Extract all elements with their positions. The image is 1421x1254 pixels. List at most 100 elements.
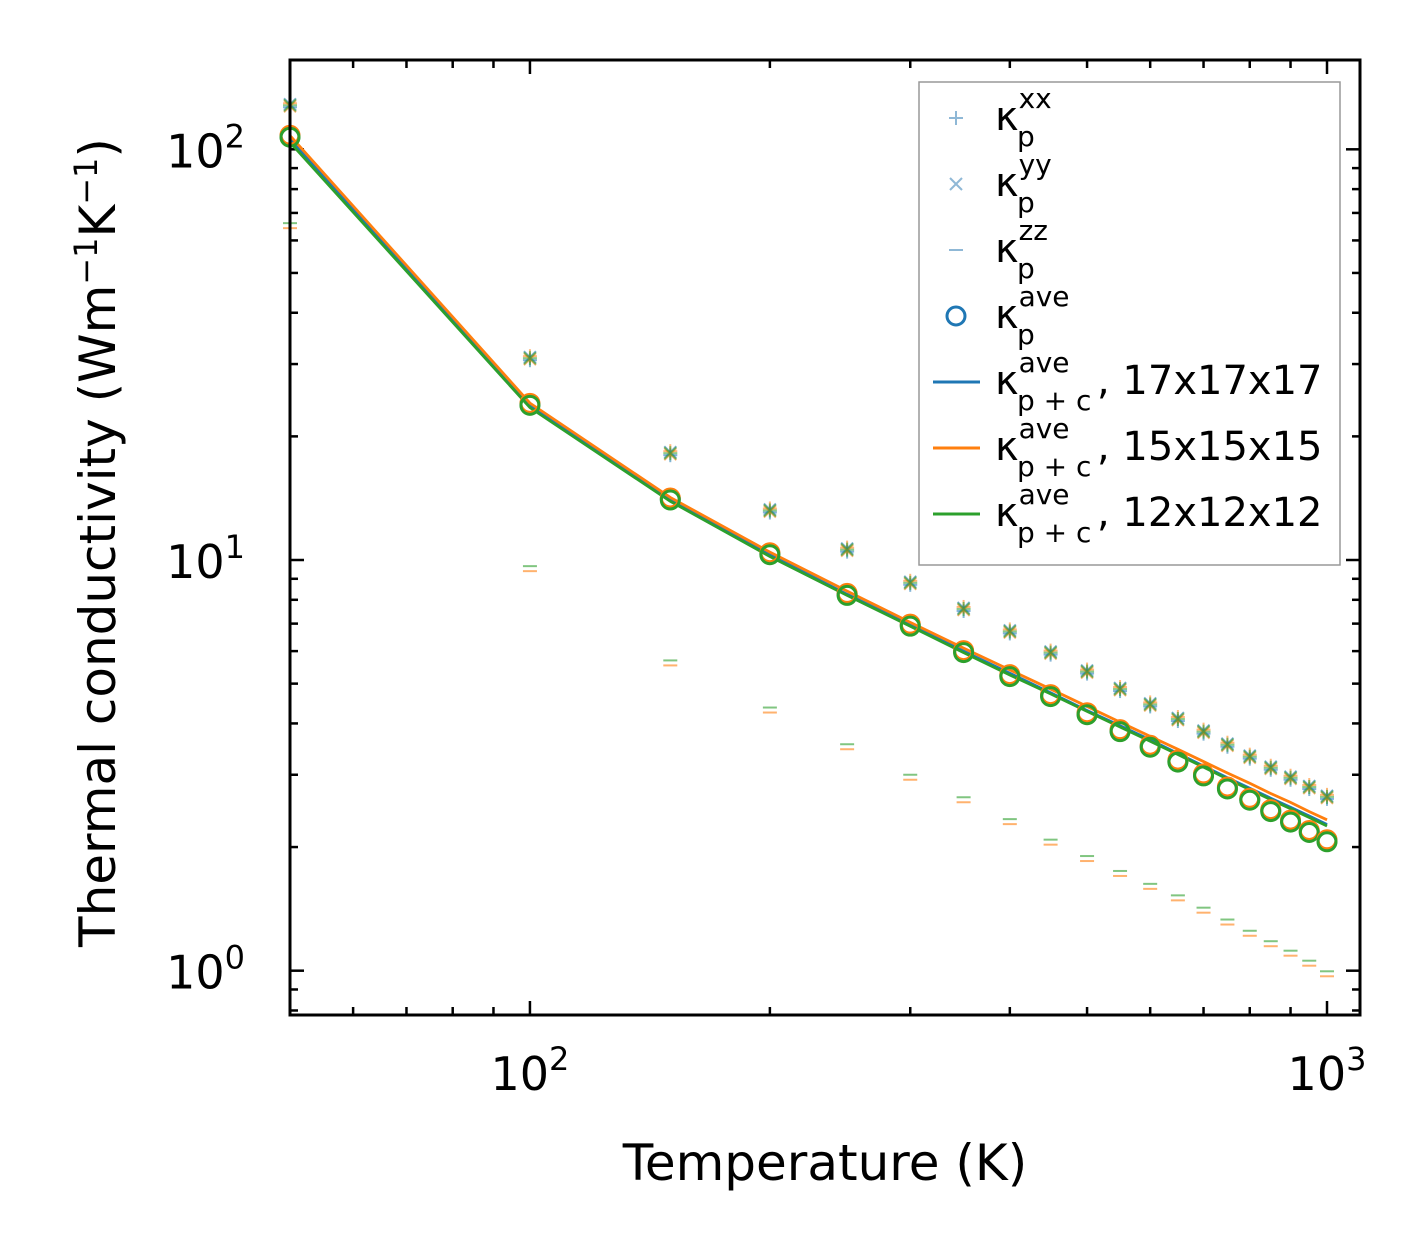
- series-lines: [288, 134, 1328, 828]
- kappa-ave-point-green: [1139, 736, 1161, 758]
- x-tick-label-exp: 3: [1346, 1040, 1366, 1078]
- legend-sup: yy: [1019, 148, 1052, 181]
- kappa-yy-point-green: [956, 602, 971, 616]
- legend-entry-label: κxx p: [995, 82, 1052, 153]
- cross-b: [1143, 697, 1157, 712]
- kappa-yy-point-green: [1264, 761, 1278, 775]
- kappa-ave-point-green: [1167, 751, 1189, 773]
- y-tick-label-exp: 1: [225, 528, 245, 566]
- cross-b: [956, 602, 971, 616]
- y-tick-label: 102: [166, 117, 245, 178]
- data-markers: [279, 96, 1338, 978]
- legend-sup: ave: [1019, 346, 1070, 379]
- kappa-yy-point-green: [1302, 780, 1316, 794]
- cross-b: [523, 351, 537, 365]
- x-tick-label-base: 10: [1288, 1047, 1347, 1101]
- y-axis-label-prefix: Thermal conductivity (Wm: [69, 285, 127, 948]
- cross-b: [840, 542, 854, 557]
- kappa-ave-point-green: [1280, 811, 1302, 833]
- legend-suffix: , 12x12x12: [1097, 490, 1322, 536]
- y-tick-label-exp: 0: [225, 939, 245, 977]
- kappa-ave-point-green: [999, 666, 1021, 688]
- legend-symbol: κ: [995, 160, 1019, 206]
- kappa-yy-point-green: [1220, 738, 1235, 752]
- y-tick-label-base: 10: [166, 946, 225, 1000]
- series-line-12x12x12: [288, 141, 1328, 828]
- legend-entry-label: κzz p: [995, 214, 1048, 285]
- legend-suffix: , 15x15x15: [1097, 424, 1322, 470]
- legend-symbol: κ: [995, 292, 1019, 338]
- cross-b: [949, 177, 963, 191]
- legend-entry-label: κave p + c, 15x15x15: [995, 412, 1322, 483]
- kappa-yy-point-green: [1196, 724, 1211, 739]
- legend-sub: p: [1017, 252, 1035, 285]
- legend-symbol: κ: [995, 358, 1019, 404]
- legend-sup: ave: [1019, 412, 1070, 445]
- kappa-ave-point-green: [1040, 686, 1062, 708]
- kappa-ave-point-green: [1260, 801, 1282, 823]
- kappa-yy-point-green: [1113, 682, 1127, 696]
- y-tick-label-base: 10: [166, 124, 225, 178]
- cross-b: [1264, 761, 1278, 775]
- y-tick-label: 101: [166, 528, 245, 589]
- legend-entry-label: κyy p: [995, 148, 1052, 219]
- x-tick-label: 103: [1288, 1040, 1367, 1101]
- cross-b: [1320, 790, 1334, 804]
- cross-b: [1171, 712, 1185, 726]
- kappa-yy-point-green: [1243, 749, 1257, 764]
- cross-b: [1196, 724, 1211, 739]
- legend-sub: p + c: [1017, 450, 1091, 483]
- y-tick-label-exp: 2: [225, 117, 245, 155]
- x-axis-label: Temperature (K): [622, 1134, 1027, 1192]
- cross-b: [1283, 771, 1298, 785]
- cross-b: [1302, 780, 1316, 794]
- kappa-yy-point-green: [903, 576, 917, 590]
- y-tick-label: 100: [166, 939, 245, 1000]
- y-tick-label-base: 10: [166, 535, 225, 589]
- kappa-yy-point-green: [1320, 790, 1334, 804]
- kappa-yy-point-green: [1143, 697, 1157, 712]
- kappa-ave-point-green: [1076, 704, 1098, 726]
- y-axis-label-suffix: ): [69, 138, 127, 158]
- legend-sub: p: [1017, 120, 1035, 153]
- cross-b: [663, 446, 678, 460]
- legend-entry-label: κave p: [995, 280, 1070, 351]
- legend-symbol: κ: [995, 226, 1019, 272]
- legend-symbol: κ: [995, 94, 1019, 140]
- legend-entry-label: κave p + c, 17x17x17: [995, 346, 1322, 417]
- y-axis-label-sup2: −1: [67, 158, 105, 205]
- kappa-ave-point-green: [899, 615, 921, 637]
- kappa-yy-point-green: [1043, 645, 1058, 660]
- kappa-ave-point-green: [953, 642, 975, 664]
- cross-b: [1080, 664, 1094, 679]
- y-axis-label-sup1: −1: [67, 238, 105, 285]
- legend-sub: p: [1017, 186, 1035, 219]
- legend-sub: p + c: [1017, 516, 1091, 549]
- cross-b: [1220, 738, 1235, 752]
- cross-b: [1003, 624, 1017, 639]
- series-line-15x15x15: [288, 134, 1328, 822]
- legend-entry-label: κave p + c, 12x12x12: [995, 478, 1322, 549]
- legend-box: [918, 81, 1341, 566]
- x-tick-label-base: 10: [490, 1047, 549, 1101]
- kappa-yy-point-green: [663, 446, 678, 460]
- kappa-ave-point-green: [1298, 822, 1320, 844]
- y-axis-label: Thermal conductivity (Wm−1K−1): [67, 138, 127, 948]
- kappa-ave-point-green: [836, 584, 858, 606]
- legend-sup: xx: [1019, 82, 1052, 115]
- cross-b: [1243, 749, 1257, 764]
- plot-frame: [288, 58, 1362, 1017]
- legend-sub: p + c: [1017, 384, 1091, 417]
- kappa-ave-point-green: [759, 544, 781, 566]
- kappa-yy-point-green: [840, 542, 854, 557]
- kappa-ave-point-green: [1193, 765, 1215, 787]
- kappa-yy-point-green: [1171, 712, 1185, 726]
- y-axis-label-mid: K: [69, 204, 127, 238]
- legend-handle-circle: [945, 305, 967, 327]
- x-tick-label: 102: [490, 1040, 569, 1101]
- kappa-ave-point-green: [659, 489, 681, 511]
- legend-symbol: κ: [995, 424, 1019, 470]
